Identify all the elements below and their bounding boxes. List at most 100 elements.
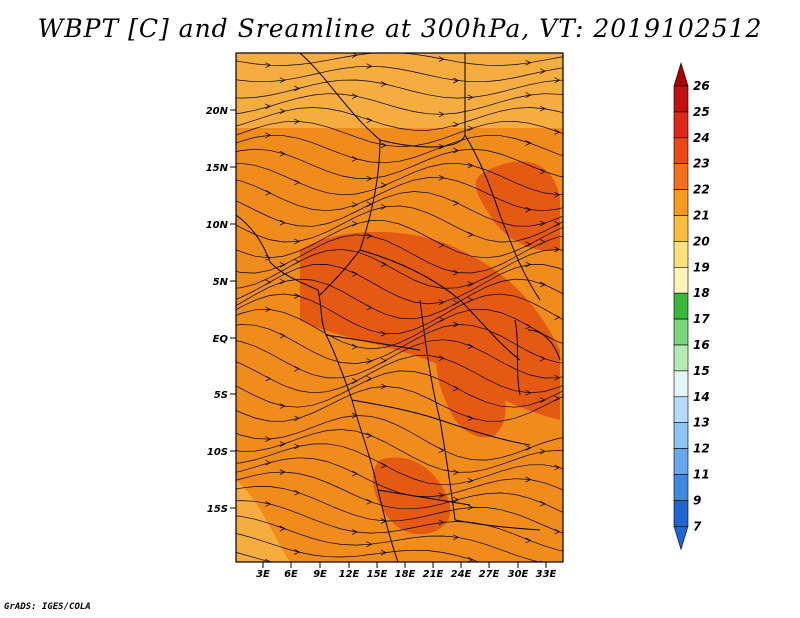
lon-tick: 15E	[367, 562, 388, 580]
colorbar-min-arrow	[673, 526, 689, 551]
streamline-arrow	[525, 537, 532, 544]
streamline	[236, 65, 563, 83]
lon-tick: 30E	[508, 562, 529, 580]
streamline	[236, 264, 563, 305]
lon-tick-label: 24E	[451, 569, 472, 580]
streamline-arrow	[294, 179, 301, 186]
streamline-arrow	[453, 77, 460, 84]
streamline-arrow	[279, 332, 286, 339]
colorbar-swatch	[673, 474, 689, 501]
streamline-arrow	[438, 447, 445, 454]
streamline-arrow	[467, 125, 474, 132]
streamline-arrow	[539, 68, 546, 75]
streamline-arrow	[366, 233, 373, 239]
lat-tick: 20N	[206, 106, 236, 117]
streamline-arrow	[554, 77, 561, 84]
streamline-arrow	[554, 374, 561, 381]
colorbar-swatch	[673, 344, 689, 372]
streamline	[236, 533, 481, 562]
lat-tick: 5S	[214, 390, 236, 401]
streamline-arrow	[279, 525, 286, 532]
streamline-arrow	[279, 403, 286, 409]
streamline-arrow	[438, 56, 445, 62]
colorbar-swatch	[673, 189, 689, 216]
streamline-arrow	[554, 464, 561, 471]
lat-tick-label: 10N	[206, 220, 229, 231]
lat-tick-label: 5S	[214, 390, 228, 401]
streamline-arrow	[366, 304, 373, 311]
colorbar-label: 12	[693, 442, 710, 456]
colorbar-swatch	[673, 266, 689, 294]
streamline-arrow	[525, 206, 532, 213]
lat-tick-label: 15S	[207, 504, 228, 515]
streamline-arrow	[366, 175, 373, 182]
lon-tick: 6E	[284, 562, 298, 580]
streamline-arrow	[279, 469, 286, 475]
streamline-arrow	[265, 501, 272, 507]
colorbar-swatch	[673, 422, 689, 449]
streamline-arrow	[351, 271, 358, 277]
streamline-arrow	[265, 189, 272, 196]
streamline	[236, 355, 563, 394]
lon-tick: 18E	[395, 562, 416, 580]
streamline-arrow	[265, 62, 272, 69]
streamline-arrow	[366, 541, 373, 548]
streamline-arrow	[351, 529, 358, 535]
streamline-arrow	[525, 241, 532, 248]
colorbar-label: 18	[693, 286, 710, 300]
streamline-arrow	[554, 314, 561, 321]
streamline	[236, 500, 563, 552]
streamline-arrow	[539, 355, 546, 362]
colorbar-label: 17	[693, 312, 710, 326]
streamline-arrow	[294, 443, 301, 450]
streamline-arrow	[351, 470, 358, 477]
streamline-arrow	[539, 168, 546, 175]
colorbar-label: 25	[693, 105, 710, 119]
streamline	[236, 370, 563, 408]
plot-frame	[235, 52, 564, 563]
streamline-arrow	[467, 556, 474, 562]
streamline-arrow	[539, 239, 546, 245]
streamline-arrow	[438, 299, 445, 306]
streamline-arrow	[554, 528, 561, 535]
colorbar-swatch	[673, 85, 689, 113]
streamline	[236, 162, 563, 196]
lat-tick: EQ	[213, 334, 236, 345]
colorbar-swatch	[673, 396, 689, 423]
streamline-arrow	[467, 281, 474, 287]
streamline-arrow	[265, 306, 272, 313]
streamline	[236, 293, 563, 335]
streamline-arrow	[467, 504, 474, 511]
lat-tick-label: 15N	[206, 163, 229, 174]
colorbar-label: 20	[693, 234, 710, 248]
streamline-arrow	[438, 111, 445, 118]
streamline-arrow	[467, 415, 474, 422]
lat-tick: 10N	[206, 220, 236, 231]
streamline-arrow	[453, 496, 460, 503]
streamline-arrow	[351, 378, 358, 384]
streamline	[236, 53, 563, 66]
streamline-arrow	[525, 389, 532, 396]
streamline-arrow	[380, 383, 387, 390]
streamline-arrow	[539, 500, 546, 507]
lat-tick: 10S	[207, 447, 236, 458]
colorbar-label: 15	[693, 364, 710, 378]
streamline-arrow	[453, 121, 460, 128]
colorbar: 26 25 24 23 22 21 20 19 18 17 16 15 14 13 12 11 9 7	[673, 61, 710, 551]
streamline-arrow	[467, 477, 474, 484]
colorbar-label: 24	[693, 131, 710, 145]
streamline-arrow	[453, 321, 460, 328]
streamline-arrow	[351, 93, 358, 100]
streamline-arrow	[467, 94, 474, 101]
streamline-arrow	[554, 395, 561, 402]
streamline	[236, 134, 563, 164]
lon-tick: 21E	[423, 562, 444, 580]
map-title: WBPT [C] and Sreamline at 300hPa, VT: 20…	[37, 14, 763, 43]
lat-tick-label: EQ	[213, 334, 229, 345]
streamline-arrow	[351, 343, 358, 350]
colorbar-label: 16	[693, 338, 710, 352]
streamline-arrow	[366, 375, 373, 382]
lon-tick-label: 33E	[536, 569, 557, 580]
streamline-arrow	[467, 343, 474, 350]
streamline	[236, 457, 563, 498]
